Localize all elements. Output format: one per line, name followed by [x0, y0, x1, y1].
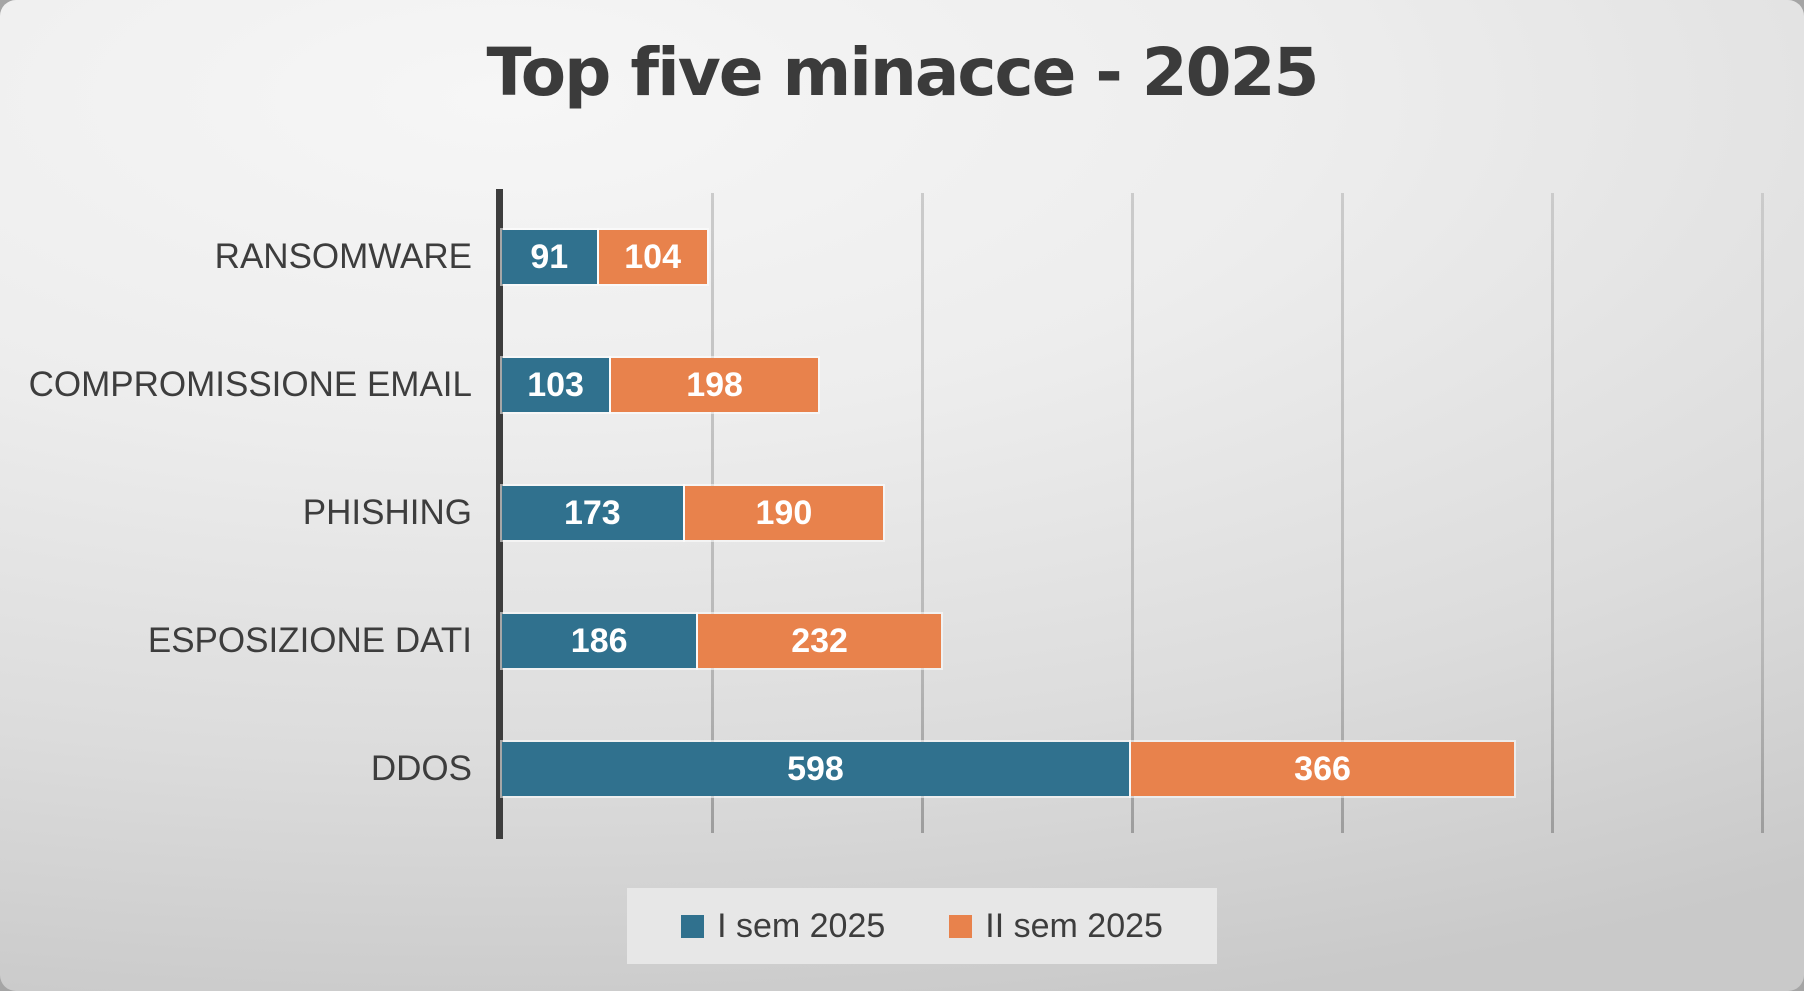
chart-row-2: PHISHING 173 190 [303, 449, 1762, 577]
stacked-bar-1: 103 198 [502, 358, 819, 412]
legend-swatch-sem1 [681, 914, 705, 938]
chart-row-1: COMPROMISSIONE EMAIL 103 198 [29, 321, 1762, 449]
bar-value-label: 598 [787, 749, 844, 788]
plot-area: RANSOMWARE 91 104 COMPROMISSIONE EMAIL 103 19… [29, 189, 1764, 839]
stacked-bar-2: 173 190 [502, 486, 884, 540]
bar-segment-series1: 598 [502, 742, 1129, 796]
bar-value-label: 104 [624, 237, 681, 276]
gridline-800 [1340, 193, 1344, 833]
legend: I sem 2025 II sem 2025 [627, 888, 1217, 964]
bar-segment-series1: 91 [502, 230, 597, 284]
bar-segment-series1: 186 [502, 614, 697, 668]
category-label-1: COMPROMISSIONE EMAIL [28, 365, 472, 404]
bar-value-label: 91 [530, 237, 569, 276]
category-label-3: ESPOSIZIONE DATI [147, 621, 472, 660]
legend-label-sem2: II sem 2025 [985, 906, 1163, 945]
gridline-1200 [1760, 193, 1764, 833]
chart-row-3: ESPOSIZIONE DATI 186 232 [148, 577, 1762, 705]
legend-item-sem1: I sem 2025 [681, 907, 885, 946]
gridline-400 [920, 193, 924, 833]
bar-segment-series2: 190 [684, 486, 884, 540]
bar-value-label: 103 [527, 365, 584, 404]
legend-item-sem2: II sem 2025 [949, 907, 1163, 946]
bar-value-label: 366 [1294, 749, 1351, 788]
bar-segment-series1: 103 [502, 358, 610, 412]
bar-value-label: 186 [570, 621, 628, 660]
gridline-600 [1130, 193, 1134, 833]
stacked-bar-4: 598 366 [502, 742, 1515, 796]
bar-value-label: 173 [563, 493, 621, 532]
category-label-0: RANSOMWARE [214, 237, 472, 276]
legend-swatch-sem2 [949, 914, 973, 938]
bar-segment-series2: 104 [598, 230, 707, 284]
category-label-4: DDOS [370, 749, 472, 788]
chart-row-0: RANSOMWARE 91 104 [215, 193, 1762, 321]
chart-title: Top five minacce - 2025 [486, 34, 1320, 111]
stacked-bar-3: 186 232 [502, 614, 941, 668]
category-axis-line [496, 189, 503, 839]
bar-segment-series2: 366 [1130, 742, 1515, 796]
bar-segment-series1: 173 [502, 486, 683, 540]
gridline-1000 [1550, 193, 1554, 833]
legend-label-sem1: I sem 2025 [717, 906, 886, 945]
stacked-bar-0: 91 104 [502, 230, 707, 284]
bar-segment-series2: 198 [611, 358, 819, 412]
chart-row-4: DDOS 598 366 [371, 705, 1762, 833]
bar-value-label: 190 [755, 493, 813, 532]
category-label-2: PHISHING [302, 493, 472, 532]
bar-segment-series2: 232 [698, 614, 941, 668]
bar-value-label: 198 [686, 365, 743, 404]
bar-value-label: 232 [791, 621, 848, 660]
